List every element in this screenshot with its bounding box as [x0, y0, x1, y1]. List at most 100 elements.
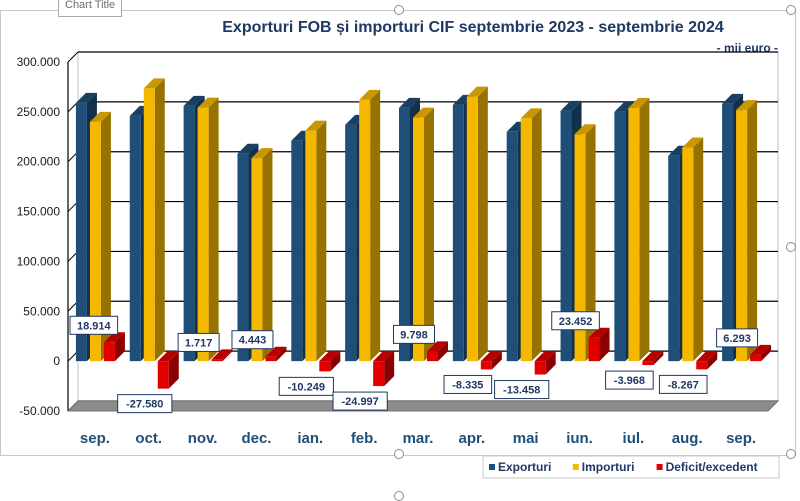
data-label: -8.267 — [668, 379, 699, 391]
x-category-label: dec. — [241, 430, 271, 447]
bar-importuri-side — [477, 86, 488, 362]
bar-deficit-side — [330, 351, 341, 372]
x-category-label: oct. — [135, 430, 162, 447]
bar-deficit — [103, 342, 115, 362]
bar-deficit — [696, 361, 708, 370]
bar-deficit — [534, 361, 546, 375]
bar-deficit-side — [491, 351, 502, 370]
bar-importuri-side — [100, 111, 111, 362]
data-label: 4.443 — [239, 335, 267, 347]
legend-swatch — [656, 464, 663, 470]
data-label: 6.293 — [723, 333, 751, 345]
bar-importuri-top — [682, 137, 704, 148]
bar-importuri-side — [747, 100, 758, 362]
bar-importuri — [197, 107, 209, 362]
bar-deficit — [427, 351, 438, 362]
bar-importuri — [574, 134, 586, 362]
bar-deficit-side — [761, 344, 772, 362]
bar-exporturi — [75, 102, 87, 362]
data-label-box — [332, 391, 388, 411]
bar-importuri-side — [262, 148, 273, 362]
bar-deficit — [588, 337, 600, 362]
bar-exporturi-top — [614, 101, 636, 112]
resize-handle-top-right[interactable] — [786, 5, 796, 15]
bar-importuri — [736, 110, 748, 362]
bar-deficit-top — [696, 351, 718, 362]
bar-importuri — [628, 107, 640, 362]
x-category-label: sep. — [726, 430, 756, 447]
legend-swatch — [489, 464, 495, 470]
resize-handle-bottom[interactable] — [394, 449, 404, 459]
bar-deficit — [642, 361, 654, 366]
x-category-label: aug. — [672, 430, 703, 447]
y-tick-label: -50.000 — [19, 404, 60, 418]
bar-deficit-top — [750, 344, 772, 355]
data-label: -3.968 — [614, 375, 645, 387]
plot-area: 300.000 250.000 200.000 150.000 100.000 50.00… — [17, 51, 780, 447]
data-label: 18.914 — [77, 320, 112, 332]
resize-handle-bottom-right[interactable] — [786, 449, 796, 459]
data-label-box — [231, 330, 274, 350]
bar-deficit-side — [276, 346, 287, 362]
chart-title: Exporturi FOB și importuri CIF septembri… — [222, 19, 724, 36]
x-category-label: feb. — [351, 430, 378, 447]
bar-exporturi — [668, 155, 680, 362]
bar-deficit-side — [438, 341, 448, 362]
bar-deficit — [265, 356, 277, 362]
chart-title-tab[interactable]: Chart Title — [58, 0, 123, 17]
bar-importuri — [305, 130, 317, 362]
bar-exporturi — [614, 111, 626, 362]
x-category-label: iun. — [566, 430, 593, 447]
data-label: 9.798 — [400, 329, 428, 341]
x-category-label: apr. — [459, 430, 486, 447]
bar-importuri-side — [693, 137, 704, 362]
bar-deficit — [480, 361, 492, 370]
bar-importuri-top — [520, 108, 542, 119]
data-label: -27.580 — [126, 399, 163, 411]
bar-exporturi-top — [560, 100, 582, 111]
bar-deficit-side — [545, 351, 556, 375]
bar-deficit-side — [222, 349, 233, 362]
bar-importuri — [682, 147, 694, 362]
data-label: 1.717 — [185, 337, 213, 349]
bar-importuri — [143, 88, 155, 362]
bar-importuri-top — [736, 100, 758, 111]
bar-deficit-top — [373, 351, 395, 362]
resize-handle-right[interactable] — [786, 242, 796, 252]
bar-importuri-top — [89, 111, 111, 122]
bar-importuri — [466, 96, 478, 362]
bar-importuri-top — [628, 97, 650, 108]
resize-handle-top[interactable] — [394, 5, 404, 15]
bar-importuri-top — [251, 148, 273, 159]
bar-exporturi-top — [237, 143, 259, 154]
y-tick-label: 0 — [53, 354, 60, 368]
y-tick-label: 300.000 — [17, 55, 61, 69]
bar-deficit-side — [653, 351, 664, 366]
bar-importuri-top — [197, 97, 219, 108]
data-label-box — [117, 394, 173, 414]
bar-importuri — [359, 99, 371, 362]
bar-deficit-top — [480, 351, 502, 362]
bar-exporturi — [399, 107, 410, 362]
bar-importuri-side — [370, 89, 381, 362]
bar-importuri-side — [639, 97, 650, 362]
gridline-side — [67, 51, 79, 63]
x-category-label: sep. — [80, 430, 110, 447]
x-category-label: mar. — [403, 430, 434, 447]
x-category-label: nov. — [188, 430, 218, 447]
data-label-box — [443, 374, 493, 394]
bar-importuri-top — [305, 120, 327, 131]
y-tick-label: 100.000 — [17, 254, 61, 268]
bar-deficit-top — [427, 341, 448, 352]
bar-deficit — [373, 361, 385, 387]
bar-deficit-top — [157, 351, 179, 362]
x-category-label: iul. — [623, 430, 645, 447]
data-label-box — [177, 332, 220, 352]
legend-swatch — [572, 464, 579, 470]
legend: Exporturi Importuri Deficit/excedent — [482, 455, 780, 479]
data-label: -8.335 — [452, 379, 483, 391]
bar-exporturi-top — [722, 93, 744, 104]
bar-deficit — [319, 361, 331, 372]
bar-importuri — [89, 121, 101, 362]
